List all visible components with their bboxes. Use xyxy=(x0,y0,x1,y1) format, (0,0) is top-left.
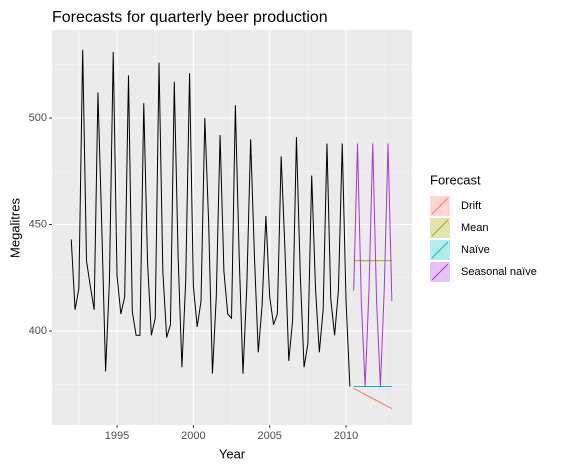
x-tick-label: 1995 xyxy=(105,430,129,442)
y-tick-label: 400 xyxy=(29,325,47,337)
series-line xyxy=(70,49,351,387)
legend-key-line xyxy=(431,197,449,215)
legend-key-line xyxy=(431,263,449,281)
chart-title: Forecasts for quarterly beer production xyxy=(52,9,328,26)
x-tick-label: 2005 xyxy=(257,430,281,442)
legend-label: Seasonal naïve xyxy=(461,266,537,278)
y-tick-label: 450 xyxy=(29,218,47,230)
x-tick-label: 2000 xyxy=(181,430,205,442)
x-axis-label: Year xyxy=(219,446,246,461)
y-tick-label: 500 xyxy=(29,112,47,124)
legend-label: Mean xyxy=(461,222,489,234)
legend-title: Forecast xyxy=(430,172,481,187)
y-axis-label: Megalitres xyxy=(7,198,22,258)
legend-key-line xyxy=(431,241,449,259)
series-line xyxy=(353,387,393,410)
series-line xyxy=(353,143,393,387)
legend-label: Drift xyxy=(461,200,481,212)
legend-label: Naïve xyxy=(461,244,490,256)
grid xyxy=(52,30,412,425)
lines xyxy=(70,49,393,410)
x-tick-label: 2010 xyxy=(334,430,358,442)
legend: Drift Mean Naïve Seasonal naïve xyxy=(430,196,537,282)
legend-key-line xyxy=(431,219,449,237)
